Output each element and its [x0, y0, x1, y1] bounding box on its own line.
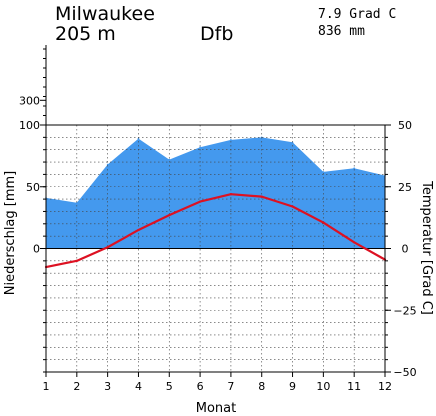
y-right-tick-label: 25 [398, 181, 412, 194]
precipitation-area-layer [45, 136, 386, 249]
x-tick-label: 3 [104, 380, 111, 393]
x-tick-label: 7 [227, 380, 234, 393]
temperature-point [353, 241, 356, 244]
temperature-point [291, 205, 294, 208]
precipitation-point [353, 167, 355, 170]
station-elevation: 205 m [55, 23, 116, 45]
y-axis-right-title: Temperatur [Grad C] [419, 180, 434, 315]
precipitation-point [230, 139, 232, 141]
x-tick-label: 2 [73, 380, 80, 393]
temperature-point [75, 259, 78, 262]
precipitation-point [322, 171, 325, 173]
grid-layer [45, 124, 386, 373]
temperature-line [45, 193, 386, 269]
y-left-tick-label: 300 [19, 94, 40, 107]
temperature-point [198, 200, 202, 203]
x-tick-label: 10 [316, 380, 330, 393]
precipitation-area [46, 137, 385, 249]
y-left-tick-label: 50 [26, 181, 40, 194]
station-name: Milwaukee [55, 3, 155, 25]
temperature-point [229, 193, 233, 196]
temperature-point [137, 228, 140, 232]
x-tick-label: 8 [258, 380, 265, 393]
x-tick-label: 4 [135, 380, 142, 393]
precipitation-point [137, 137, 140, 140]
precipitation-point [76, 202, 78, 204]
temperature-line-layer [44, 193, 387, 269]
y-right-tick-label: −25 [393, 304, 416, 317]
axes-layer [40, 45, 391, 377]
mean-temperature: 7.9 Grad C [318, 7, 396, 22]
y-right-tick-label: 0 [402, 243, 409, 256]
temperature-point [106, 246, 109, 249]
precipitation-point [106, 163, 109, 166]
temperature-point [260, 195, 263, 198]
x-tick-label: 9 [289, 380, 296, 393]
x-tick-label: 1 [43, 380, 50, 393]
x-tick-label: 12 [378, 380, 392, 393]
y-axis-left-title: Niederschlag [mm] [3, 171, 18, 296]
precipitation-point [199, 146, 201, 149]
x-axis-title: Monat [196, 401, 236, 416]
temperature-point [168, 214, 171, 217]
climate-class: Dfb [200, 23, 233, 45]
x-tick-label: 6 [197, 380, 204, 393]
x-tick-label: 11 [347, 380, 361, 393]
x-tick-label: 5 [166, 380, 173, 393]
temperature-point [322, 221, 325, 224]
y-left-tick-label: 100 [19, 119, 40, 132]
annual-precipitation: 836 mm [318, 24, 365, 39]
y-left-tick-label: 0 [33, 243, 40, 256]
y-right-tick-label: −50 [393, 366, 416, 379]
precipitation-point [168, 158, 171, 161]
y-right-tick-label: 50 [398, 119, 412, 132]
